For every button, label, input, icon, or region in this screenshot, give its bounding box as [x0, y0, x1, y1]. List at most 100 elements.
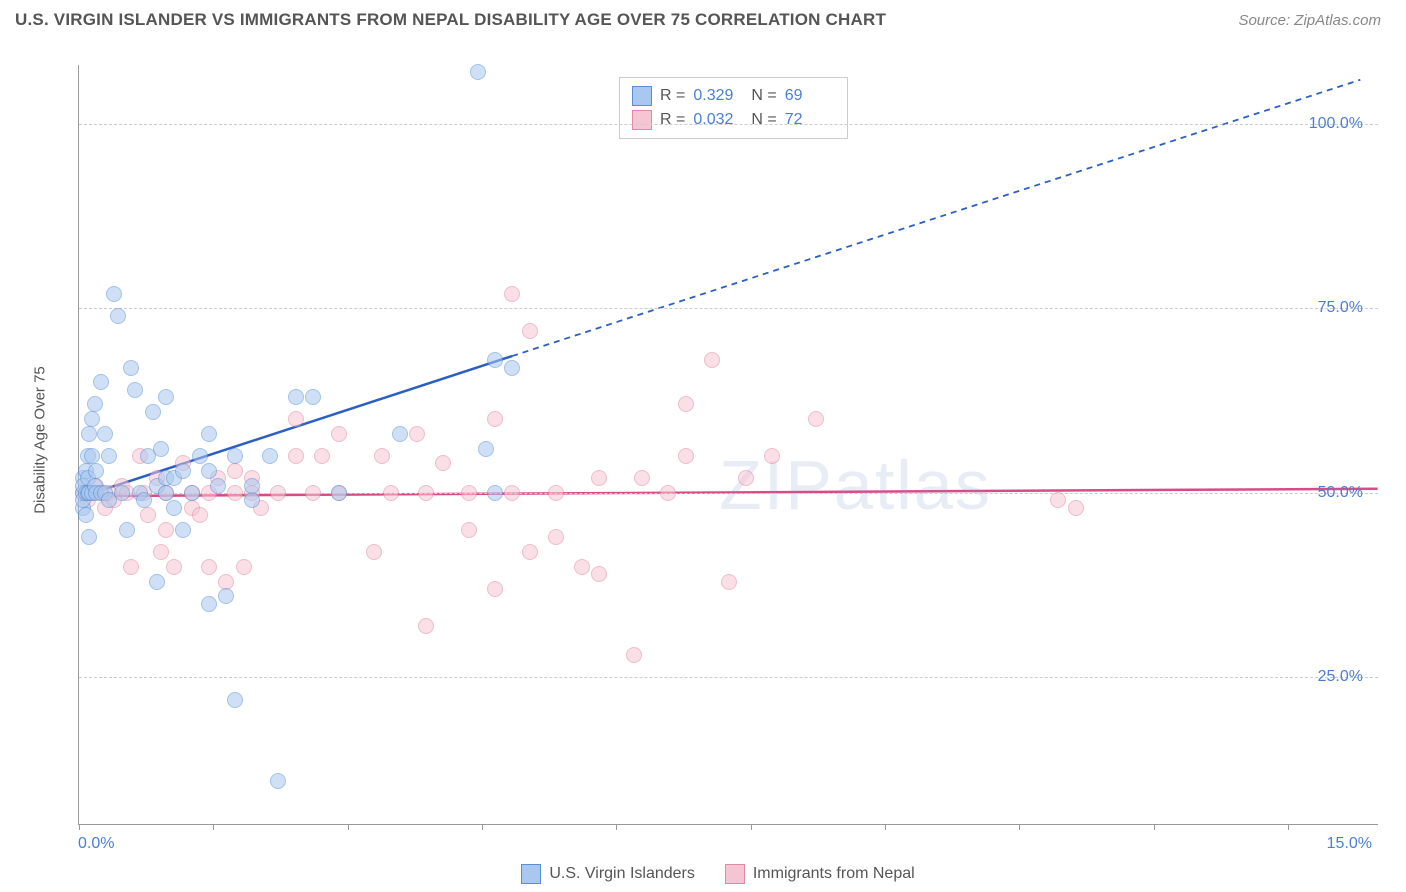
data-point — [158, 522, 174, 538]
data-point — [504, 360, 520, 376]
data-point — [101, 448, 117, 464]
data-point — [145, 404, 161, 420]
data-point — [288, 389, 304, 405]
y-tick-label: 75.0% — [1318, 299, 1363, 317]
data-point — [808, 411, 824, 427]
data-point — [678, 448, 694, 464]
data-point — [660, 485, 676, 501]
data-point — [522, 323, 538, 339]
data-point — [81, 426, 97, 442]
watermark: ZIPatlas — [719, 445, 992, 525]
data-point — [175, 522, 191, 538]
data-point — [1068, 500, 1084, 516]
chart-source: Source: ZipAtlas.com — [1238, 12, 1381, 29]
data-point — [366, 544, 382, 560]
data-point — [158, 485, 174, 501]
chart-container: Disability Age Over 75 ZIPatlas R =0.329… — [50, 55, 1390, 825]
data-point — [409, 426, 425, 442]
data-point — [548, 485, 564, 501]
data-point — [305, 485, 321, 501]
x-tick — [213, 824, 214, 830]
data-point — [244, 492, 260, 508]
data-point — [123, 559, 139, 575]
y-tick-label: 100.0% — [1309, 115, 1363, 133]
data-point — [1050, 492, 1066, 508]
data-point — [470, 64, 486, 80]
data-point — [418, 485, 434, 501]
legend-row: R =0.329N =69 — [632, 84, 835, 108]
legend-n-value: 69 — [785, 87, 835, 105]
data-point — [78, 507, 94, 523]
data-point — [262, 448, 278, 464]
data-point — [305, 389, 321, 405]
data-point — [227, 448, 243, 464]
data-point — [504, 485, 520, 501]
chart-header: U.S. VIRGIN ISLANDER VS IMMIGRANTS FROM … — [0, 0, 1406, 40]
legend-swatch — [521, 864, 541, 884]
data-point — [374, 448, 390, 464]
data-point — [201, 559, 217, 575]
data-point — [487, 485, 503, 501]
data-point — [88, 463, 104, 479]
watermark-light: atlas — [834, 446, 992, 524]
chart-title: U.S. VIRGIN ISLANDER VS IMMIGRANTS FROM … — [15, 10, 886, 30]
legend-n-label: N = — [751, 111, 776, 129]
x-axis-min-label: 0.0% — [78, 835, 114, 853]
data-point — [114, 485, 130, 501]
data-point — [288, 411, 304, 427]
data-point — [123, 360, 139, 376]
data-point — [418, 618, 434, 634]
data-point — [522, 544, 538, 560]
data-point — [81, 529, 97, 545]
legend-swatch — [632, 86, 652, 106]
data-point — [84, 411, 100, 427]
legend-r-label: R = — [660, 87, 685, 105]
data-point — [136, 492, 152, 508]
series-legend: U.S. Virgin Islanders Immigrants from Nep… — [50, 864, 1386, 884]
data-point — [487, 352, 503, 368]
y-tick-label: 50.0% — [1318, 484, 1363, 502]
data-point — [192, 507, 208, 523]
legend-r-value: 0.032 — [693, 111, 743, 129]
x-axis-max-label: 15.0% — [1327, 835, 1372, 853]
data-point — [270, 485, 286, 501]
data-point — [166, 500, 182, 516]
data-point — [435, 455, 451, 471]
x-tick — [348, 824, 349, 830]
data-point — [175, 463, 191, 479]
legend-n-value: 72 — [785, 111, 835, 129]
data-point — [461, 485, 477, 501]
data-point — [93, 374, 109, 390]
data-point — [626, 647, 642, 663]
data-point — [184, 485, 200, 501]
data-point — [392, 426, 408, 442]
data-point — [84, 448, 100, 464]
legend-r-label: R = — [660, 111, 685, 129]
x-tick — [1288, 824, 1289, 830]
data-point — [227, 463, 243, 479]
trend-lines-svg — [79, 65, 1378, 824]
data-point — [331, 426, 347, 442]
x-tick — [1154, 824, 1155, 830]
data-point — [678, 396, 694, 412]
series-legend-item: Immigrants from Nepal — [725, 864, 915, 884]
data-point — [764, 448, 780, 464]
data-point — [153, 441, 169, 457]
data-point — [244, 478, 260, 494]
data-point — [504, 286, 520, 302]
series-legend-item: U.S. Virgin Islanders — [521, 864, 695, 884]
data-point — [119, 522, 135, 538]
data-point — [331, 485, 347, 501]
data-point — [201, 596, 217, 612]
y-tick-label: 25.0% — [1318, 668, 1363, 686]
x-tick — [1019, 824, 1020, 830]
gridline — [79, 677, 1378, 678]
data-point — [201, 463, 217, 479]
gridline — [79, 124, 1378, 125]
data-point — [153, 544, 169, 560]
data-point — [548, 529, 564, 545]
data-point — [487, 411, 503, 427]
legend-swatch — [725, 864, 745, 884]
data-point — [210, 478, 226, 494]
data-point — [270, 773, 286, 789]
